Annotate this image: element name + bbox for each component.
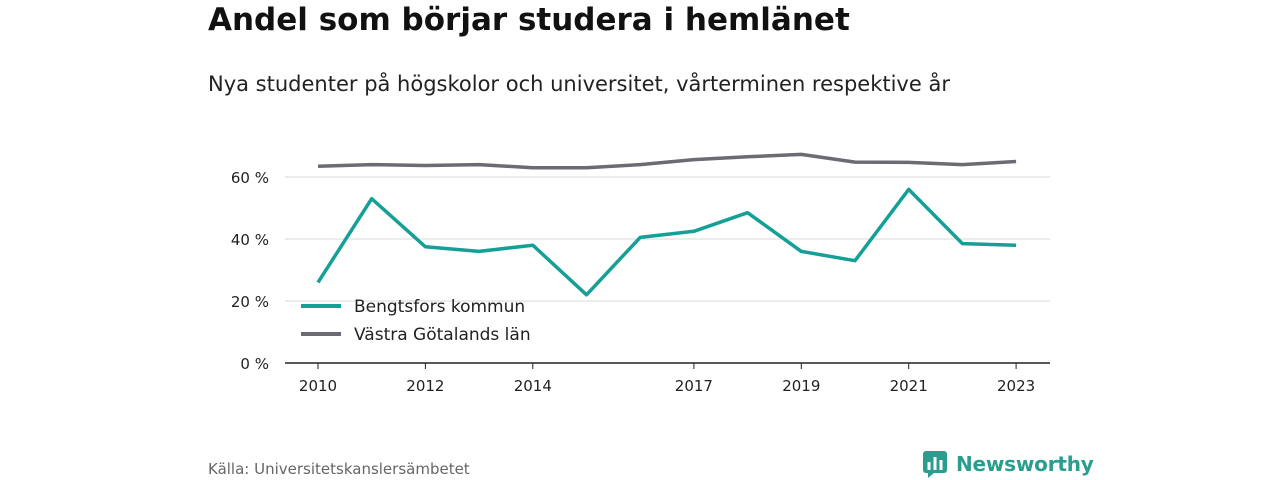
legend-label: Västra Götalands län	[354, 325, 531, 345]
x-tick-label: 2017	[675, 377, 713, 395]
y-tick-label: 0 %	[240, 355, 269, 373]
y-tick-label: 20 %	[231, 293, 269, 311]
brand-logo: Newsworthy	[922, 450, 1094, 478]
x-tick-label: 2023	[997, 377, 1035, 395]
line-chart: 0 % 20 % 40 % 60 % 2010 2012 2014 2017 2019 2021 2…	[231, 152, 1050, 395]
x-tick-label: 2019	[782, 377, 820, 395]
x-tick-label: 2012	[406, 377, 444, 395]
brand-name: Newsworthy	[956, 452, 1094, 476]
x-tick-label: 2021	[890, 377, 928, 395]
newsworthy-logo-icon	[923, 451, 947, 478]
y-tick-label: 60 %	[231, 169, 269, 187]
source-note: Källa: Universitetskanslersämbetet	[208, 460, 470, 478]
chart-subtitle: Nya studenter på högskolor och universit…	[208, 72, 950, 96]
legend-label: Bengtsfors kommun	[354, 297, 525, 317]
chart-title: Andel som börjar studera i hemlänet	[208, 2, 850, 38]
x-tick-label: 2010	[299, 377, 337, 395]
y-tick-label: 40 %	[231, 231, 269, 249]
x-tick-label: 2014	[514, 377, 552, 395]
series-line-vastra-gotaland	[317, 152, 1017, 170]
series-line-bengtsfors	[316, 187, 1017, 297]
